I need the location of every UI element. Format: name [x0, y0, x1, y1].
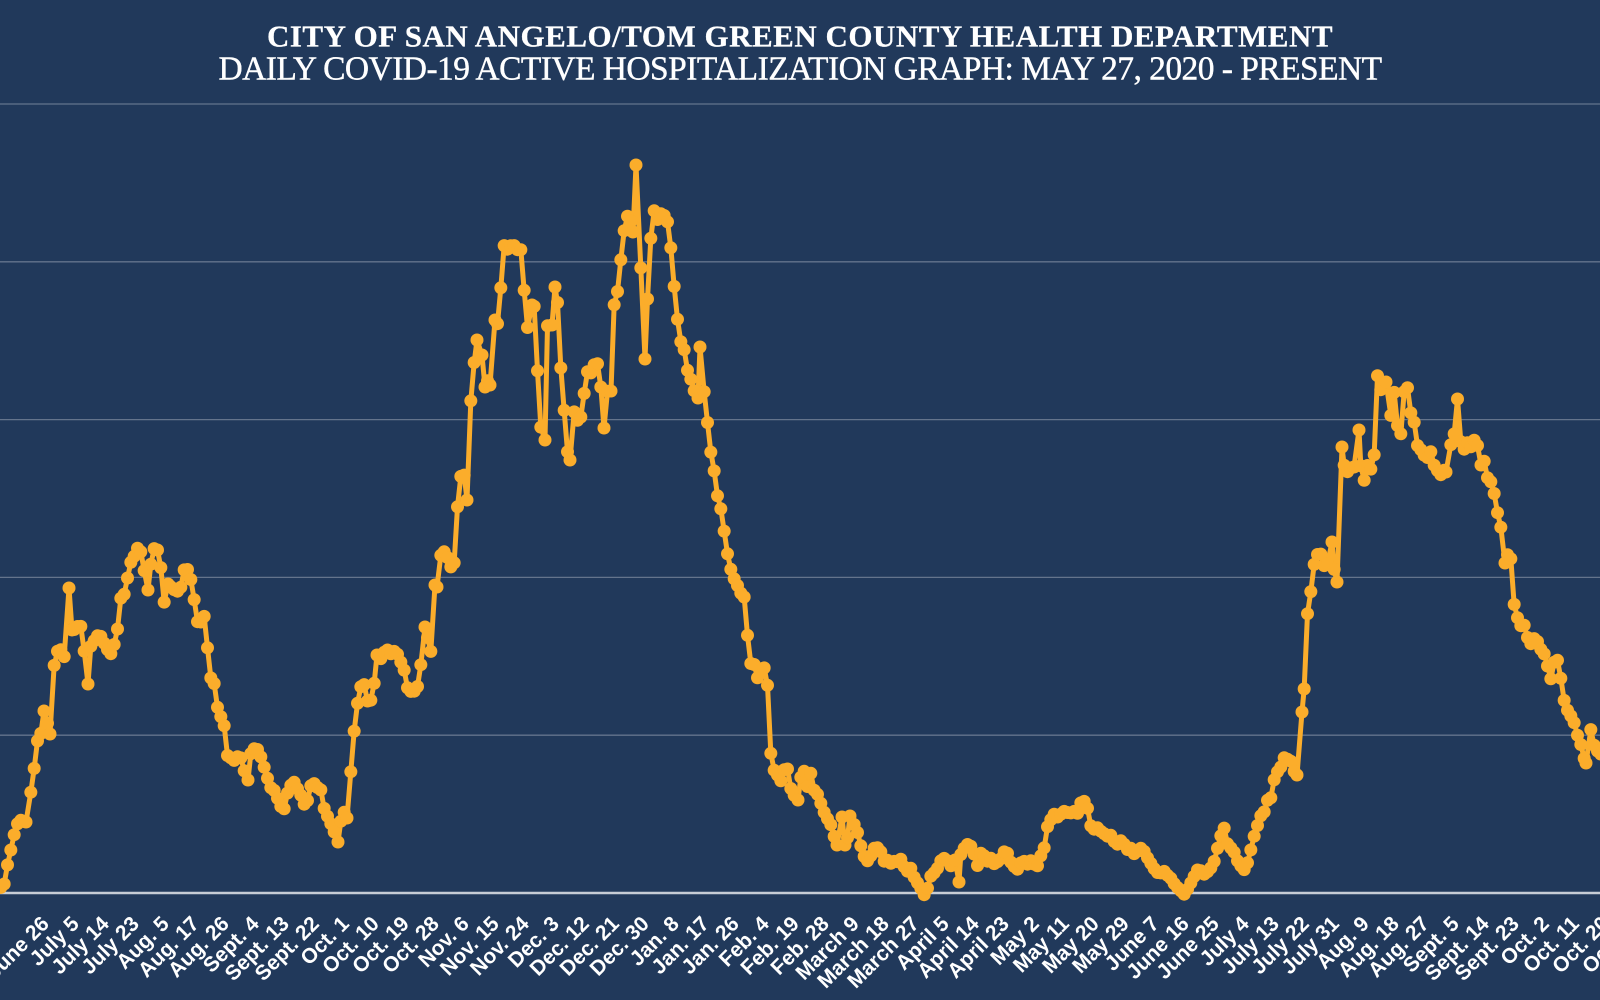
svg-text:DAILY COVID-19 ACTIVE HOSPITAL: DAILY COVID-19 ACTIVE HOSPITALIZATION GR… — [218, 51, 1381, 88]
svg-text:CITY OF SAN ANGELO/TOM GREEN C: CITY OF SAN ANGELO/TOM GREEN COUNTY HEAL… — [267, 19, 1333, 54]
